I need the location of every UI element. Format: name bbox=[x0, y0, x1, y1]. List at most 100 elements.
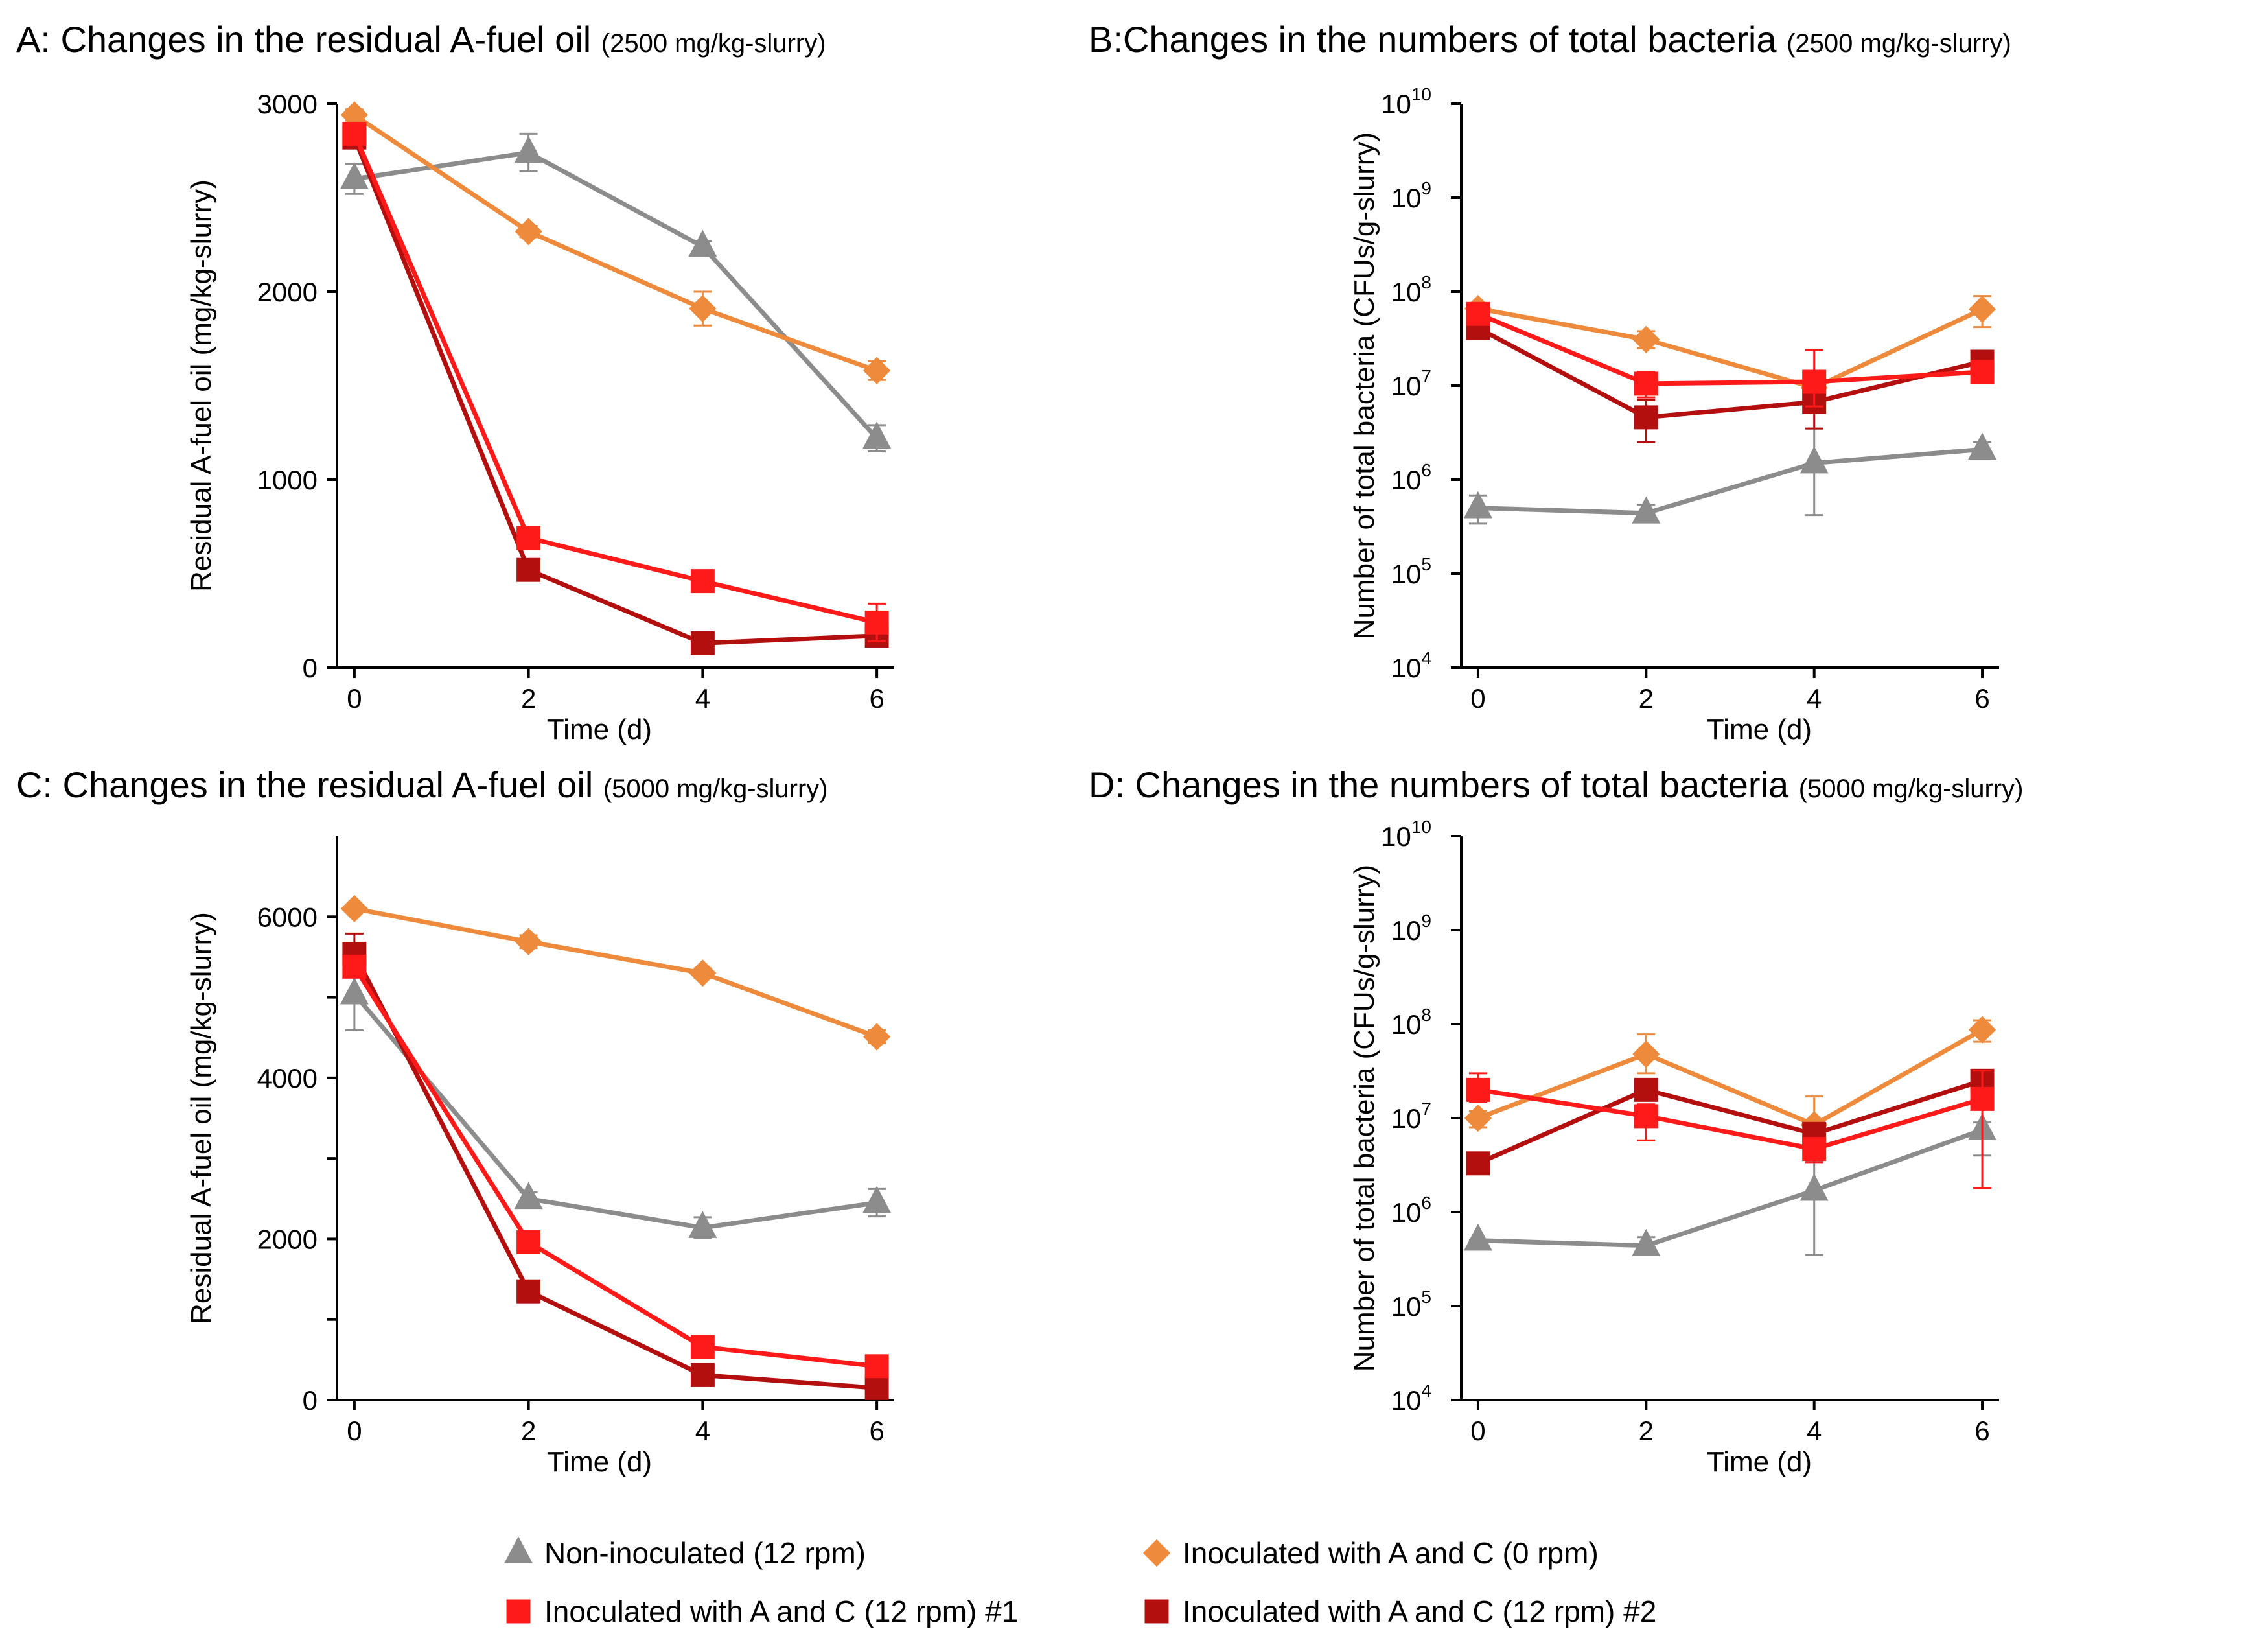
data-point bbox=[689, 959, 717, 987]
y-tick-label: 1010 bbox=[1381, 84, 1431, 119]
series-line bbox=[1477, 312, 1983, 386]
x-tick-label: 6 bbox=[869, 683, 884, 714]
y-axis-label: Residual A-fuel oil (mg/kg-slurry) bbox=[185, 180, 217, 592]
series-line bbox=[354, 150, 879, 440]
data-point bbox=[1463, 491, 1492, 519]
data-point bbox=[1632, 1040, 1660, 1068]
panel-title: A: Changes in the residual A-fuel oil (2… bbox=[16, 19, 826, 60]
data-point bbox=[1463, 1223, 1492, 1251]
y-tick-label: 105 bbox=[1391, 554, 1431, 589]
data-point bbox=[515, 928, 542, 955]
y-axis-label: Number of total bacteria (CFUs/g-slurry) bbox=[1348, 132, 1380, 639]
data-point bbox=[1632, 1228, 1661, 1256]
y-tick-label: 3000 bbox=[257, 89, 318, 119]
series-4 bbox=[1466, 316, 1995, 443]
data-point bbox=[1466, 1151, 1490, 1176]
y-tick-label: 108 bbox=[1391, 1005, 1431, 1040]
panel-c: C: Changes in the residual A-fuel oil (5… bbox=[16, 764, 894, 1478]
data-point bbox=[688, 229, 717, 257]
series-1 bbox=[340, 132, 892, 452]
data-point bbox=[515, 218, 542, 246]
series-3 bbox=[1466, 301, 1995, 408]
panel-title: C: Changes in the residual A-fuel oil (5… bbox=[16, 764, 828, 805]
series-1 bbox=[340, 957, 892, 1239]
data-point bbox=[516, 557, 541, 582]
data-point bbox=[1970, 1086, 1995, 1111]
data-point bbox=[1802, 1137, 1827, 1162]
data-point bbox=[1634, 1104, 1658, 1129]
series-line bbox=[354, 906, 878, 1039]
legend: Non-inoculated (12 rpm) Inoculated with A… bbox=[504, 1536, 1656, 1628]
series-2 bbox=[340, 895, 891, 1051]
data-point bbox=[1466, 1077, 1490, 1102]
panel-d: D: Changes in the numbers of total bacte… bbox=[1089, 764, 2023, 1478]
x-tick-label: 2 bbox=[521, 1416, 536, 1446]
x-axis-label: Time (d) bbox=[547, 1446, 652, 1478]
legend-marker bbox=[1144, 1599, 1169, 1624]
y-tick-label: 106 bbox=[1391, 1193, 1431, 1228]
data-point bbox=[1634, 371, 1658, 396]
legend-label: Inoculated with A and C (0 rpm) bbox=[1183, 1536, 1599, 1570]
data-point bbox=[690, 631, 715, 655]
data-point bbox=[340, 977, 369, 1005]
series-4 bbox=[342, 932, 889, 1400]
data-point bbox=[864, 610, 889, 635]
data-point bbox=[1466, 301, 1490, 326]
data-point bbox=[342, 121, 367, 146]
legend-item: Inoculated with A and C (0 rpm) bbox=[1142, 1536, 1599, 1570]
data-point bbox=[863, 357, 891, 384]
x-tick-label: 0 bbox=[347, 683, 362, 714]
series-4 bbox=[1466, 1068, 1995, 1176]
data-point bbox=[1634, 405, 1658, 430]
y-tick-label: 108 bbox=[1391, 272, 1431, 307]
panel-title: B:Changes in the numbers of total bacter… bbox=[1089, 19, 2011, 60]
data-point bbox=[1970, 360, 1995, 384]
y-tick-label: 2000 bbox=[257, 277, 318, 307]
series-line bbox=[352, 965, 877, 1369]
y-tick-label: 104 bbox=[1391, 648, 1431, 683]
data-point bbox=[863, 1023, 891, 1051]
data-point bbox=[342, 954, 367, 979]
data-point bbox=[1799, 446, 1829, 474]
y-tick-label: 0 bbox=[303, 1385, 318, 1416]
y-tick-label: 4000 bbox=[257, 1063, 318, 1093]
series-line bbox=[1477, 447, 1983, 516]
data-point bbox=[862, 421, 892, 449]
data-point bbox=[1464, 1104, 1492, 1132]
data-point bbox=[688, 1211, 717, 1238]
x-axis-label: Time (d) bbox=[547, 714, 652, 745]
data-point bbox=[1799, 1173, 1829, 1201]
x-tick-label: 0 bbox=[347, 1416, 362, 1446]
x-tick-label: 2 bbox=[1639, 1416, 1654, 1446]
series-2 bbox=[340, 101, 891, 384]
series-line bbox=[352, 952, 877, 1390]
data-point bbox=[1802, 369, 1827, 394]
series-line bbox=[353, 113, 878, 373]
data-point bbox=[864, 1354, 889, 1379]
legend-item: Inoculated with A and C (12 rpm) #1 bbox=[506, 1595, 1018, 1628]
series-3 bbox=[1466, 1070, 1995, 1189]
x-tick-label: 4 bbox=[1807, 1416, 1822, 1446]
y-tick-label: 105 bbox=[1391, 1287, 1431, 1322]
legend-marker bbox=[506, 1599, 531, 1624]
y-tick-label: 6000 bbox=[257, 902, 318, 932]
legend-label: Inoculated with A and C (12 rpm) #1 bbox=[544, 1595, 1018, 1628]
y-tick-label: 0 bbox=[303, 653, 318, 683]
y-tick-label: 104 bbox=[1391, 1381, 1431, 1416]
y-tick-label: 1000 bbox=[257, 465, 318, 495]
legend-item: Inoculated with A and C (12 rpm) #2 bbox=[1144, 1595, 1656, 1628]
legend-label: Non-inoculated (12 rpm) bbox=[544, 1536, 866, 1570]
x-tick-label: 6 bbox=[869, 1416, 884, 1446]
y-tick-label: 107 bbox=[1391, 366, 1431, 401]
x-tick-label: 4 bbox=[695, 683, 710, 714]
x-tick-label: 4 bbox=[1807, 683, 1822, 714]
legend-marker bbox=[504, 1536, 533, 1563]
legend-label: Inoculated with A and C (12 rpm) #2 bbox=[1183, 1595, 1656, 1628]
data-point bbox=[690, 569, 715, 594]
data-point bbox=[514, 1182, 543, 1210]
series-line bbox=[1477, 1078, 1984, 1166]
data-point bbox=[340, 101, 368, 129]
data-point bbox=[690, 1362, 715, 1387]
series-3 bbox=[342, 954, 889, 1379]
x-axis-label: Time (d) bbox=[1707, 1446, 1812, 1478]
